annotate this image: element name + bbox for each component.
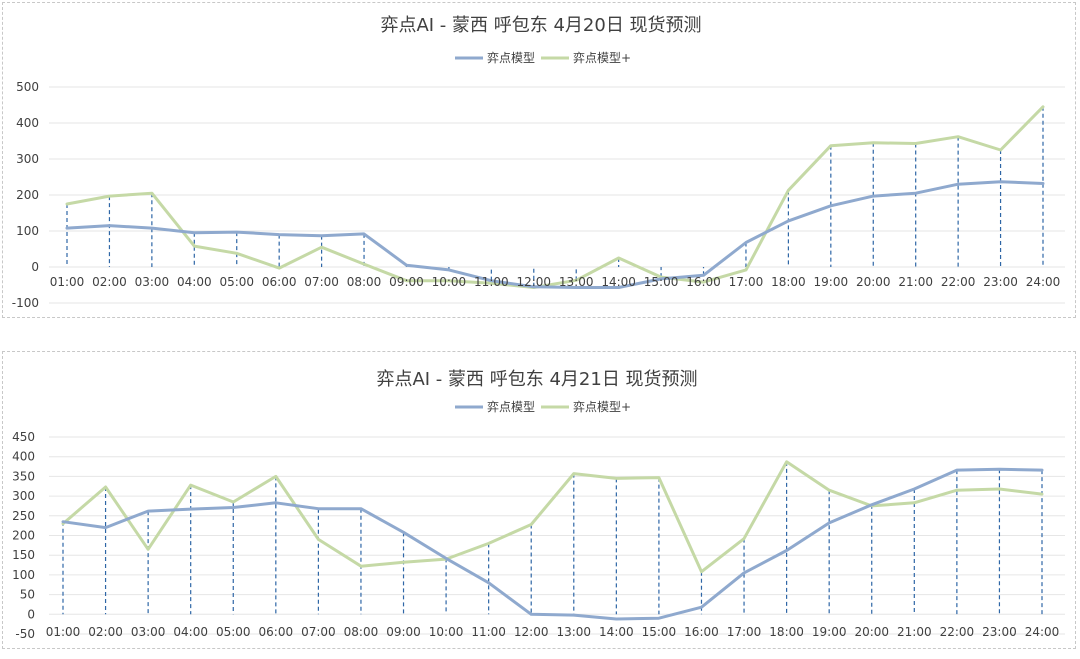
x-tick-label: 18:00	[771, 275, 806, 289]
x-tick-label: 09:00	[386, 625, 421, 639]
x-tick-label: 12:00	[516, 275, 551, 289]
y-tick-label: 300	[16, 152, 39, 166]
x-tick-label: 10:00	[432, 275, 467, 289]
x-tick-label: 05:00	[216, 625, 251, 639]
y-tick-label: 0	[27, 607, 35, 621]
y-tick-label: 400	[16, 116, 39, 130]
x-tick-label: 12:00	[514, 625, 549, 639]
series-line-2	[65, 105, 1045, 289]
legend-label-series-2: 弈点模型+	[573, 50, 631, 65]
x-tick-label: 07:00	[304, 275, 339, 289]
x-tick-label: 06:00	[262, 275, 297, 289]
x-tick-label: 06:00	[259, 625, 294, 639]
x-tick-label: 08:00	[344, 625, 379, 639]
y-tick-label: 300	[12, 489, 35, 503]
plot-area: -50 0 50 100 150 200 250 300 350 400 450 01:00 02:00…	[12, 430, 1065, 641]
x-tick-label: 01:00	[50, 275, 85, 289]
chart-apr21: 弈点AI - 蒙西 呼包东 4月21日 现货预测 弈点模型 弈点模型+ -50 0…	[12, 369, 1065, 641]
y-tick-label: 200	[16, 188, 39, 202]
x-tick-label: 07:00	[301, 625, 336, 639]
x-tick-label: 01:00	[46, 625, 81, 639]
x-tick-label: 23:00	[983, 275, 1018, 289]
series-line-1	[65, 180, 1045, 289]
y-tick-label: 0	[31, 260, 39, 274]
x-tick-label: 17:00	[729, 275, 764, 289]
x-tick-label: 22:00	[941, 275, 976, 289]
x-tick-label: 02:00	[92, 275, 127, 289]
x-tick-label: 23:00	[982, 625, 1017, 639]
x-tick-label: 05:00	[219, 275, 254, 289]
y-tick-label: 450	[12, 430, 35, 444]
x-tick-label: 20:00	[856, 275, 891, 289]
x-tick-label: 10:00	[429, 625, 464, 639]
x-tick-label: 14:00	[599, 625, 634, 639]
x-tick-label: 15:00	[642, 625, 677, 639]
y-tick-label: -50	[15, 627, 35, 641]
x-tick-label: 18:00	[769, 625, 804, 639]
x-tick-label: 16:00	[686, 275, 721, 289]
x-tick-label: 17:00	[727, 625, 762, 639]
series-line-1	[61, 467, 1044, 621]
x-tick-label: 19:00	[812, 625, 847, 639]
y-tick-label: 150	[12, 548, 35, 562]
legend: 弈点模型 弈点模型+	[455, 399, 631, 414]
x-tick-label: 24:00	[1026, 275, 1061, 289]
x-tick-label: 03:00	[135, 275, 170, 289]
y-tick-label: 500	[16, 80, 39, 94]
x-tick-label: 13:00	[559, 275, 594, 289]
legend-label-series-2: 弈点模型+	[573, 399, 631, 414]
chart-title: 弈点AI - 蒙西 呼包东 4月20日 现货预测	[380, 15, 701, 36]
legend-label-series-1: 弈点模型	[487, 399, 535, 414]
y-tick-label: 250	[12, 509, 35, 523]
legend: 弈点模型 弈点模型+	[455, 50, 631, 65]
x-tick-label: 14:00	[601, 275, 636, 289]
x-tick-label: 11:00	[474, 275, 509, 289]
x-tick-label: 16:00	[684, 625, 719, 639]
y-tick-label: 50	[20, 588, 35, 602]
x-tick-label: 13:00	[556, 625, 591, 639]
x-tick-label: 11:00	[471, 625, 506, 639]
x-tick-label: 04:00	[177, 275, 212, 289]
x-tick-label: 04:00	[173, 625, 208, 639]
x-tick-label: 03:00	[131, 625, 166, 639]
x-tick-label: 15:00	[644, 275, 679, 289]
plot-area: -100 0 100 200 300 400 500 01:00 02:00 03:00 04:00…	[12, 80, 1065, 310]
chart-panel-apr20: 弈点AI - 蒙西 呼包东 4月20日 现货预测 弈点模型 弈点模型+ -100…	[2, 2, 1076, 318]
chart-panel-apr21: 弈点AI - 蒙西 呼包东 4月21日 现货预测 弈点模型 弈点模型+ -50 0…	[2, 351, 1076, 649]
series-line-2	[61, 460, 1044, 574]
y-tick-label: -100	[12, 296, 39, 310]
chart-title: 弈点AI - 蒙西 呼包东 4月21日 现货预测	[376, 369, 697, 390]
x-tick-label: 02:00	[88, 625, 123, 639]
x-tick-label: 21:00	[897, 625, 932, 639]
x-tick-label: 09:00	[389, 275, 424, 289]
y-tick-label: 400	[12, 450, 35, 464]
x-tick-label: 19:00	[814, 275, 849, 289]
legend-label-series-1: 弈点模型	[487, 50, 535, 65]
x-tick-label: 20:00	[854, 625, 889, 639]
x-tick-label: 22:00	[940, 625, 975, 639]
y-tick-label: 100	[12, 568, 35, 582]
x-tick-label: 21:00	[898, 275, 933, 289]
y-tick-label: 350	[12, 469, 35, 483]
y-tick-label: 100	[16, 224, 39, 238]
chart-apr20: 弈点AI - 蒙西 呼包东 4月20日 现货预测 弈点模型 弈点模型+ -100…	[12, 15, 1065, 310]
y-tick-label: 200	[12, 529, 35, 543]
x-tick-label: 08:00	[347, 275, 382, 289]
x-tick-label: 24:00	[1025, 625, 1060, 639]
